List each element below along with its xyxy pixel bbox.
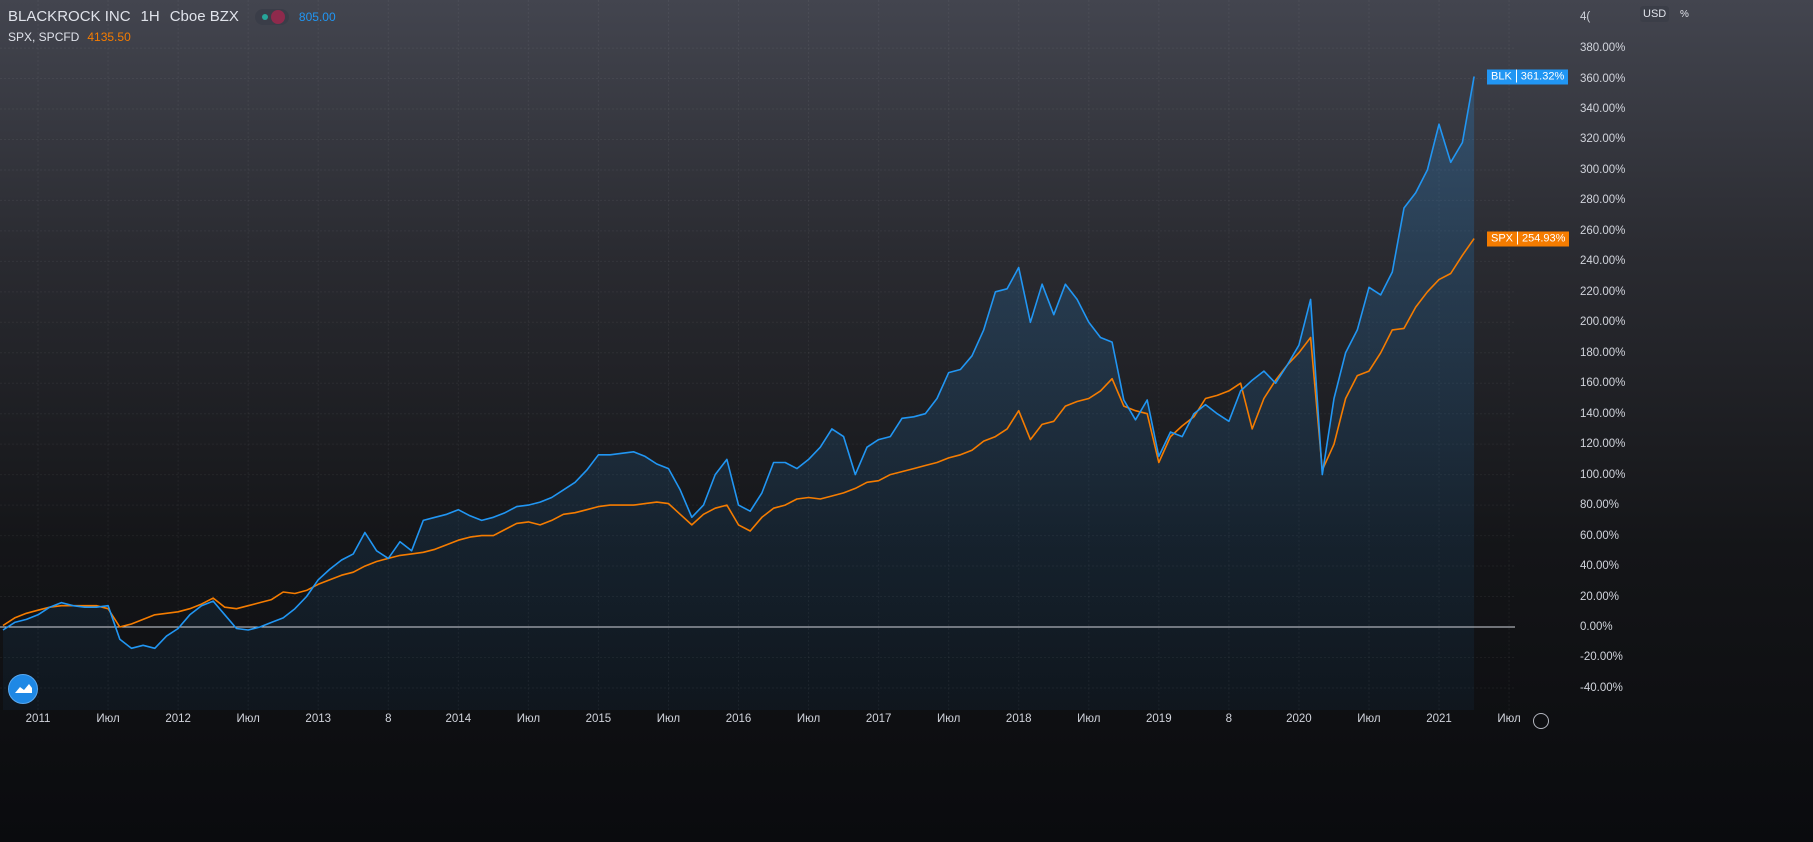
y-tick-label: 280.00% bbox=[1580, 194, 1626, 207]
x-tick-label: 2013 bbox=[305, 713, 332, 725]
y-tick-label: 40.00% bbox=[1580, 560, 1620, 573]
status-dot-icon bbox=[270, 9, 285, 24]
x-tick-label: 2015 bbox=[585, 713, 612, 725]
y-tick-label: 20.00% bbox=[1580, 590, 1620, 603]
x-tick-label: Июл bbox=[236, 713, 260, 725]
y-tick-label: 240.00% bbox=[1580, 255, 1626, 268]
spx-series-line[interactable] bbox=[2, 238, 1475, 628]
blk-last-value-tag: BLK 361.32% bbox=[1487, 69, 1569, 85]
x-tick-label: 2021 bbox=[1426, 713, 1452, 725]
status-dot-icon bbox=[261, 13, 268, 20]
y-tick-label: 360.00% bbox=[1580, 72, 1626, 85]
blk-tag-value: 361.32% bbox=[1520, 70, 1565, 83]
y-tick-label: 4( bbox=[1580, 11, 1591, 23]
y-tick-label: 160.00% bbox=[1580, 377, 1626, 390]
y-tick-label: -20.00% bbox=[1580, 651, 1623, 664]
y-tick-label: 300.00% bbox=[1580, 163, 1626, 176]
spx-tag-value: 254.93% bbox=[1522, 232, 1566, 245]
x-tick-label: 2014 bbox=[445, 713, 472, 725]
x-tick-label: Июл bbox=[796, 713, 821, 725]
x-tick-label: 2012 bbox=[165, 713, 191, 725]
y-tick-label: 340.00% bbox=[1580, 103, 1626, 115]
percent-scale-label[interactable]: % bbox=[1680, 9, 1689, 20]
y-tick-label: 260.00% bbox=[1580, 224, 1626, 237]
x-tick-label: 8 bbox=[385, 713, 392, 725]
y-tick-label: 220.00% bbox=[1580, 285, 1626, 298]
tradingview-logo-icon[interactable] bbox=[8, 674, 38, 704]
x-tick-label: Июл bbox=[656, 713, 681, 725]
currency-button[interactable]: USD bbox=[1640, 6, 1670, 22]
y-tick-label: 80.00% bbox=[1580, 499, 1620, 512]
compare-price: 4135.50 bbox=[87, 30, 131, 44]
y-tick-label: 60.00% bbox=[1580, 529, 1620, 542]
x-tick-label: Июл bbox=[96, 713, 120, 725]
chart-legend-main: BLACKROCK INC 1H Cboe BZX 805.00 bbox=[8, 8, 336, 25]
x-tick-label: Июл bbox=[1357, 713, 1381, 725]
blk-series-line[interactable] bbox=[2, 76, 1475, 650]
y-tick-label: 100.00% bbox=[1580, 468, 1626, 481]
compare-symbol[interactable]: SPX, SPCFD bbox=[8, 30, 80, 44]
exchange: Cboe BZX bbox=[169, 8, 239, 25]
spx-tag-name: SPX bbox=[1491, 232, 1514, 245]
x-tick-label: 2017 bbox=[865, 713, 892, 725]
x-tick-label: 2019 bbox=[1146, 713, 1172, 725]
x-tick-label: 2020 bbox=[1286, 713, 1312, 725]
y-tick-label: 0.00% bbox=[1580, 621, 1613, 633]
y-tick-label: 120.00% bbox=[1580, 438, 1626, 451]
y-tick-label: 320.00% bbox=[1580, 133, 1626, 146]
y-tick-label: 140.00% bbox=[1580, 407, 1626, 420]
chart-legend-compare: SPX, SPCFD 4135.50 bbox=[8, 30, 131, 44]
x-tick-label: 2016 bbox=[725, 713, 752, 725]
x-tick-label: 2011 bbox=[25, 713, 51, 725]
x-tick-label: Июл bbox=[1077, 713, 1101, 725]
last-price: 805.00 bbox=[298, 9, 336, 24]
spx-last-value-tag: SPX 254.93% bbox=[1487, 231, 1570, 247]
market-status-toggle[interactable] bbox=[254, 8, 289, 25]
blk-area-fill bbox=[3, 76, 1475, 710]
x-tick-label: Июл bbox=[1497, 713, 1521, 725]
x-tick-label: Июл bbox=[936, 713, 961, 725]
y-tick-label: -40.00% bbox=[1580, 681, 1623, 694]
gear-icon[interactable] bbox=[1533, 713, 1549, 729]
y-tick-label: 180.00% bbox=[1580, 346, 1626, 359]
blk-tag-name: BLK bbox=[1491, 70, 1512, 83]
x-tick-label: 2018 bbox=[1005, 713, 1032, 725]
y-tick-label: 380.00% bbox=[1580, 42, 1626, 55]
x-tick-label: Июл bbox=[516, 713, 541, 725]
interval[interactable]: 1H bbox=[140, 8, 160, 25]
y-tick-label: 200.00% bbox=[1580, 316, 1626, 329]
symbol-name[interactable]: BLACKROCK INC bbox=[8, 8, 131, 25]
x-tick-label: 8 bbox=[1225, 713, 1233, 725]
